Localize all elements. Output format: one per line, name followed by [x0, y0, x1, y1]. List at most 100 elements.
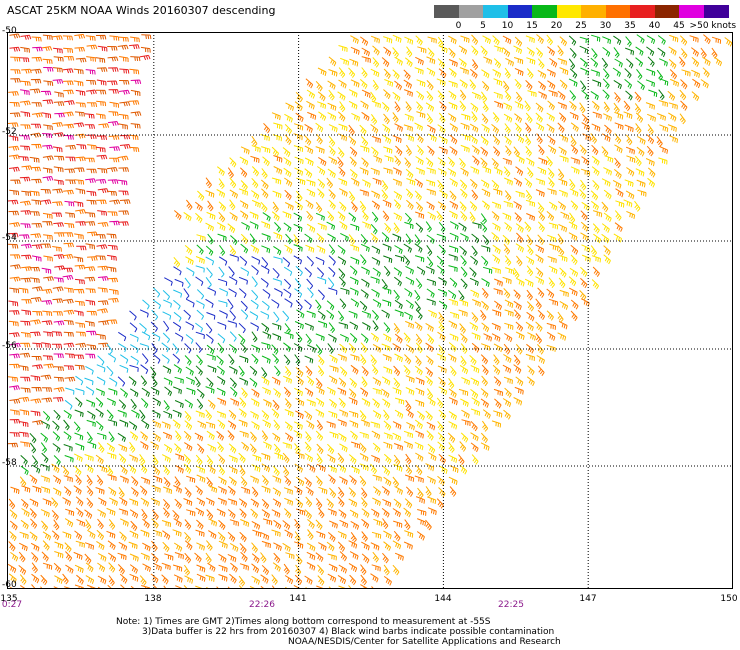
wind-barb	[403, 255, 411, 266]
wind-barb	[382, 518, 389, 530]
wind-barb	[271, 529, 281, 537]
wind-barb	[372, 497, 381, 506]
wind-barb	[29, 474, 38, 485]
wind-barb	[229, 331, 237, 342]
wind-barb	[86, 310, 97, 316]
wind-barb	[85, 575, 95, 584]
wind-barb	[659, 78, 669, 86]
wind-barb	[86, 419, 96, 427]
wind-barb	[394, 123, 403, 132]
wind-barb	[338, 397, 346, 408]
wind-barb	[140, 375, 147, 387]
wind-barb	[40, 432, 49, 443]
wind-barb	[250, 508, 258, 519]
wind-barb	[119, 475, 129, 484]
wind-barb	[41, 46, 53, 52]
wind-barb	[581, 122, 590, 132]
wind-barb	[494, 300, 503, 311]
wind-barb	[85, 35, 96, 41]
wind-barb	[492, 244, 501, 255]
wind-barb	[405, 387, 415, 396]
wind-barb	[53, 232, 65, 237]
wind-barb	[42, 221, 53, 226]
wind-barb	[8, 154, 20, 160]
wind-barb	[480, 221, 488, 233]
wind-barb	[372, 398, 380, 409]
wind-barb	[249, 443, 257, 454]
wind-barb	[601, 201, 609, 213]
wind-barb	[43, 234, 53, 240]
wind-barb	[493, 45, 504, 53]
wind-barb	[108, 111, 119, 117]
wind-barb	[514, 113, 523, 123]
wind-barb	[371, 256, 381, 266]
wind-barb	[448, 388, 457, 398]
wind-barb	[491, 232, 500, 242]
wind-barb	[84, 454, 94, 462]
wind-barb	[569, 100, 577, 111]
wind-barb	[394, 333, 403, 344]
wind-barb	[426, 288, 435, 298]
wind-barb	[282, 211, 292, 219]
wind-barb	[19, 574, 27, 585]
wind-barb	[75, 474, 82, 485]
wind-barb	[74, 179, 85, 185]
wind-barb	[271, 408, 280, 419]
wind-barb	[337, 463, 347, 473]
wind-barb	[328, 474, 336, 485]
wind-barb	[75, 102, 86, 108]
wind-barb	[417, 518, 427, 527]
wind-barb	[481, 81, 490, 92]
wind-barb	[591, 34, 601, 42]
wind-barb	[240, 300, 248, 312]
wind-barb	[284, 366, 292, 377]
wind-barb	[306, 310, 316, 319]
wind-barb	[52, 286, 64, 292]
wind-barb	[118, 399, 127, 410]
wind-barb	[205, 552, 212, 564]
wind-barb	[84, 113, 95, 119]
wind-barb	[381, 232, 390, 243]
wind-barb	[129, 310, 137, 321]
wind-barb	[75, 397, 83, 408]
wind-map[interactable]	[7, 32, 733, 589]
footnote-line: Note: 1) Times are GMT 2)Times along bot…	[116, 617, 491, 627]
wind-barb	[261, 367, 268, 378]
wind-barb	[680, 48, 688, 59]
wind-barb	[361, 487, 368, 499]
wind-barb	[40, 189, 51, 194]
wind-barb	[107, 353, 117, 363]
wind-barb	[306, 100, 315, 110]
wind-barb	[62, 111, 74, 117]
wind-barb	[591, 279, 600, 290]
wind-barb	[283, 563, 290, 575]
wind-barb	[20, 519, 29, 530]
wind-barb	[54, 179, 64, 186]
wind-barb	[394, 299, 403, 310]
wind-barb	[8, 376, 18, 382]
wind-barb	[86, 344, 97, 350]
legend-swatch	[458, 5, 484, 18]
wind-barb	[75, 89, 86, 96]
wind-barb	[460, 122, 470, 131]
wind-barb	[118, 36, 129, 42]
wind-barb	[53, 132, 65, 138]
wind-barb	[185, 256, 194, 265]
wind-barb	[406, 344, 415, 354]
wind-barb	[404, 36, 414, 45]
wind-barb	[261, 355, 271, 364]
wind-barb	[205, 574, 215, 582]
wind-barb	[141, 331, 151, 341]
wind-barb	[327, 343, 334, 354]
wind-barb	[85, 178, 96, 184]
wind-barb	[271, 509, 281, 518]
wind-barb	[54, 265, 66, 271]
wind-barb	[569, 90, 576, 101]
wind-barb	[19, 135, 30, 140]
wind-barb	[603, 189, 612, 200]
wind-barb	[448, 67, 457, 78]
wind-barb	[491, 211, 500, 222]
wind-barb	[304, 168, 313, 179]
chart-title: ASCAT 25KM NOAA Winds 20160307 descendin…	[7, 4, 276, 17]
wind-barb	[63, 123, 74, 129]
